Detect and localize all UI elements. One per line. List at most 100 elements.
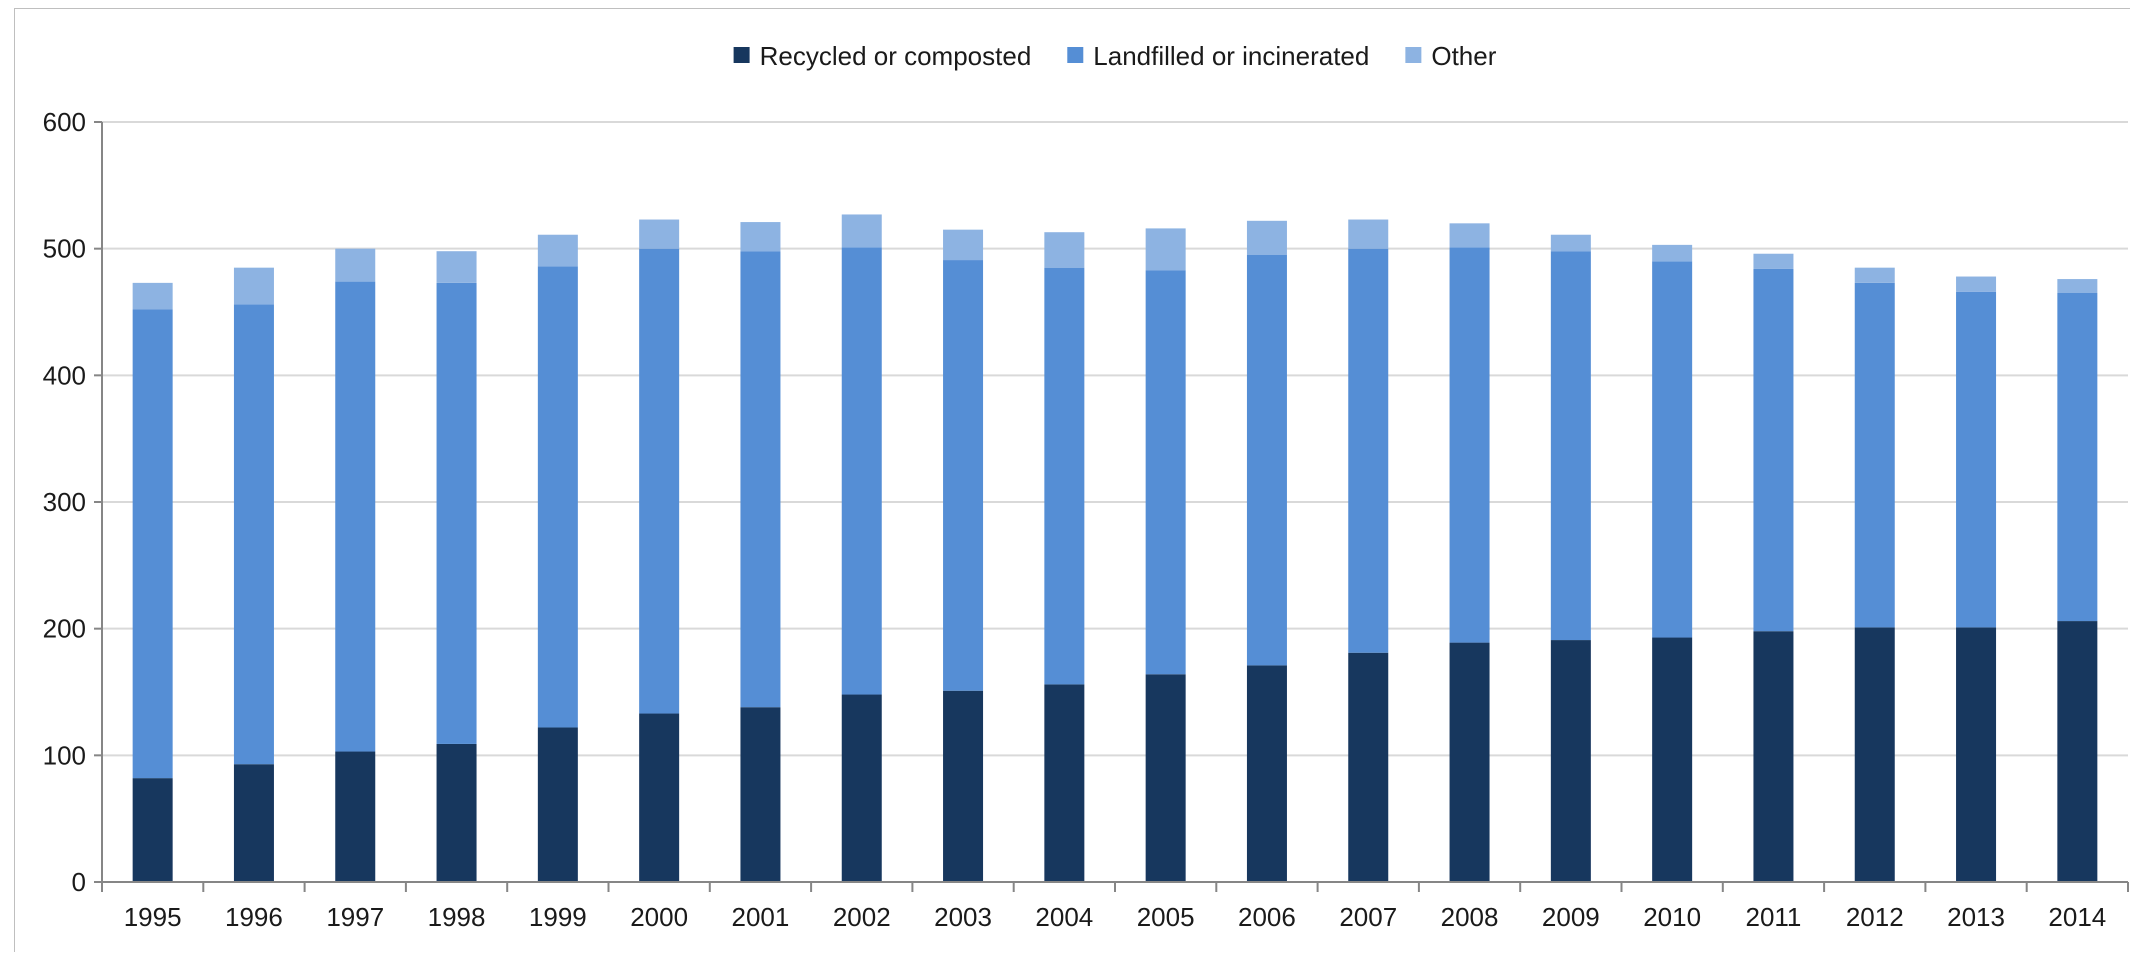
bar-other-2006 [1246,220,1287,255]
bar-recycled-or-composted-2001 [740,707,781,882]
bar-landfilled-or-incinerated-2010 [1652,261,1693,638]
x-tick-label: 2012 [1846,902,1904,932]
bar-landfilled-or-incinerated-2006 [1246,255,1287,666]
bar-other-2013 [1956,276,1997,292]
bar-landfilled-or-incinerated-2004 [1044,267,1085,685]
axes: 0 100 200 300 400 500 600 1995 1996 1997 1998 1999 2… [43,107,2129,932]
legend-swatch [733,47,750,63]
bar-landfilled-or-incinerated-2009 [1550,251,1591,641]
bar-landfilled-or-incinerated-2014 [2057,293,2098,622]
x-tick-label: 1998 [428,902,486,932]
legend-swatch [1067,47,1084,63]
x-tick-label: 2009 [1542,902,1600,932]
x-tick-label: 1997 [326,902,384,932]
gridlines [102,121,2128,757]
bar-recycled-or-composted-2005 [1145,674,1186,882]
bar-recycled-or-composted-1998 [436,743,477,882]
legend: Recycled or composted Landfilled or incin… [733,41,1497,71]
bar-other-1998 [436,251,477,283]
bar-other-1997 [335,248,376,282]
x-tick-label: 2008 [1441,902,1499,932]
legend-item-recycled-or-composted: Recycled or composted [733,41,1032,71]
bar-recycled-or-composted-2012 [1854,627,1895,882]
bar-other-2000 [639,219,680,249]
bar-recycled-or-composted-2010 [1652,637,1693,882]
x-tick-label: 2000 [630,902,688,932]
bar-landfilled-or-incinerated-2005 [1145,270,1186,675]
bar-other-1995 [132,282,173,310]
chart-frame [14,8,2130,952]
bar-landfilled-or-incinerated-2001 [740,251,781,708]
bar-recycled-or-composted-2014 [2057,621,2098,882]
bar-landfilled-or-incinerated-2013 [1956,291,1997,628]
x-tick-label: 2004 [1035,902,1093,932]
legend-swatch [1405,47,1422,63]
x-tick-label: 2013 [1947,902,2005,932]
bar-landfilled-or-incinerated-2002 [841,247,882,695]
legend-item-other: Other [1405,41,1497,71]
bar-recycled-or-composted-2003 [943,690,984,882]
x-tick-label: 1999 [529,902,587,932]
bar-landfilled-or-incinerated-1996 [233,304,274,765]
bar-other-2002 [841,214,882,248]
bar-recycled-or-composted-1995 [132,778,173,882]
bar-landfilled-or-incinerated-1997 [335,281,376,752]
bar-other-2010 [1652,244,1693,262]
bar-landfilled-or-incinerated-2008 [1449,247,1490,643]
x-tick-label: 2007 [1339,902,1397,932]
bars [132,214,2098,882]
y-tick-label: 300 [43,487,86,517]
bar-recycled-or-composted-2004 [1044,684,1085,882]
bar-landfilled-or-incinerated-2007 [1348,248,1389,653]
bar-landfilled-or-incinerated-2003 [943,260,984,691]
legend-label: Recycled or composted [760,41,1032,71]
bar-recycled-or-composted-2000 [639,713,680,882]
bar-recycled-or-composted-2002 [841,694,882,882]
y-tick-label: 400 [43,360,86,390]
y-tick-label: 600 [43,107,86,137]
bar-other-2004 [1044,232,1085,268]
legend-label: Landfilled or incinerated [1093,41,1369,71]
x-tick-label: 2010 [1643,902,1701,932]
bar-other-2012 [1854,267,1895,283]
bar-recycled-or-composted-2011 [1753,631,1794,882]
bar-recycled-or-composted-2007 [1348,652,1389,882]
bar-other-2008 [1449,223,1490,248]
legend-label: Other [1431,41,1496,71]
y-tick-label: 100 [43,740,86,770]
y-tick-label: 500 [43,234,86,264]
bar-other-1999 [537,234,578,267]
bar-other-2001 [740,222,781,252]
bar-other-1996 [233,267,274,305]
x-tick-label: 2002 [833,902,891,932]
x-tick-label: 2006 [1238,902,1296,932]
bar-recycled-or-composted-1997 [335,751,376,882]
legend-item-landfilled-or-incinerated: Landfilled or incinerated [1067,41,1369,71]
bar-other-2003 [943,229,984,261]
bar-landfilled-or-incinerated-1998 [436,282,477,744]
bar-landfilled-or-incinerated-1999 [537,266,578,728]
y-tick-label: 0 [72,867,86,897]
x-tick-label: 2001 [732,902,790,932]
bar-recycled-or-composted-2013 [1956,627,1997,882]
bar-landfilled-or-incinerated-2011 [1753,268,1794,632]
bar-other-2005 [1145,228,1186,271]
bar-other-2009 [1550,234,1591,252]
bar-landfilled-or-incinerated-2012 [1854,282,1895,628]
x-tick-label: 1995 [124,902,182,932]
x-tick-label: 2011 [1745,902,1801,932]
bar-recycled-or-composted-2009 [1550,640,1591,882]
bar-landfilled-or-incinerated-1995 [132,309,173,779]
bar-other-2007 [1348,219,1389,249]
bar-recycled-or-composted-1996 [233,764,274,882]
y-tick-label: 200 [43,614,86,644]
x-tick-label: 1996 [225,902,283,932]
bar-recycled-or-composted-2008 [1449,642,1490,882]
bar-recycled-or-composted-1999 [537,727,578,882]
bar-landfilled-or-incinerated-2000 [639,248,680,714]
x-tick-label: 2003 [934,902,992,932]
bar-other-2014 [2057,279,2098,293]
x-tick-label: 2005 [1137,902,1195,932]
bar-other-2011 [1753,253,1794,269]
